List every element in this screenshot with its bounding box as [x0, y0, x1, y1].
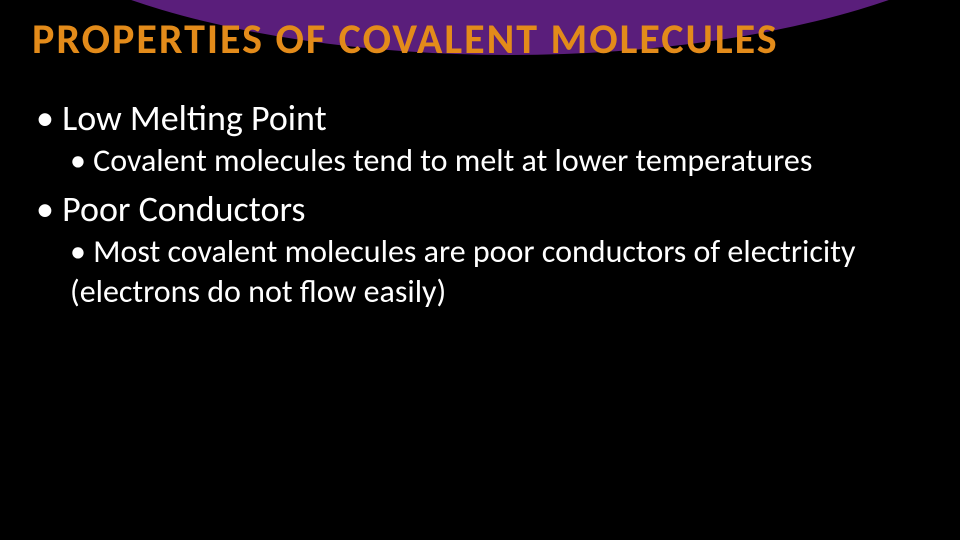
slide-title: PROPERTIES OF COVALENT MOLECULES	[32, 14, 940, 65]
slide-body: Low Melting Point Covalent molecules ten…	[36, 96, 936, 318]
bullet-level2: Covalent molecules tend to melt at lower…	[70, 141, 936, 181]
slide: PROPERTIES OF COVALENT MOLECULES Low Mel…	[0, 0, 960, 540]
bullet-level1: Poor Conductors	[36, 187, 936, 232]
bullet-level2: Most covalent molecules are poor conduct…	[70, 232, 936, 312]
bullet-level1: Low Melting Point	[36, 96, 936, 141]
